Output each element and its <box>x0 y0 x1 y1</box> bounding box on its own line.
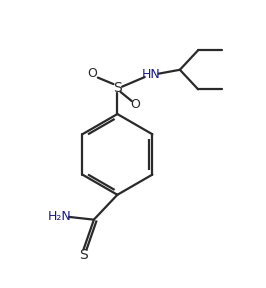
Text: O: O <box>88 67 98 80</box>
Text: S: S <box>79 248 88 262</box>
Text: H₂N: H₂N <box>48 211 72 223</box>
Text: S: S <box>113 81 122 95</box>
Text: HN: HN <box>142 69 161 82</box>
Text: O: O <box>131 98 140 111</box>
